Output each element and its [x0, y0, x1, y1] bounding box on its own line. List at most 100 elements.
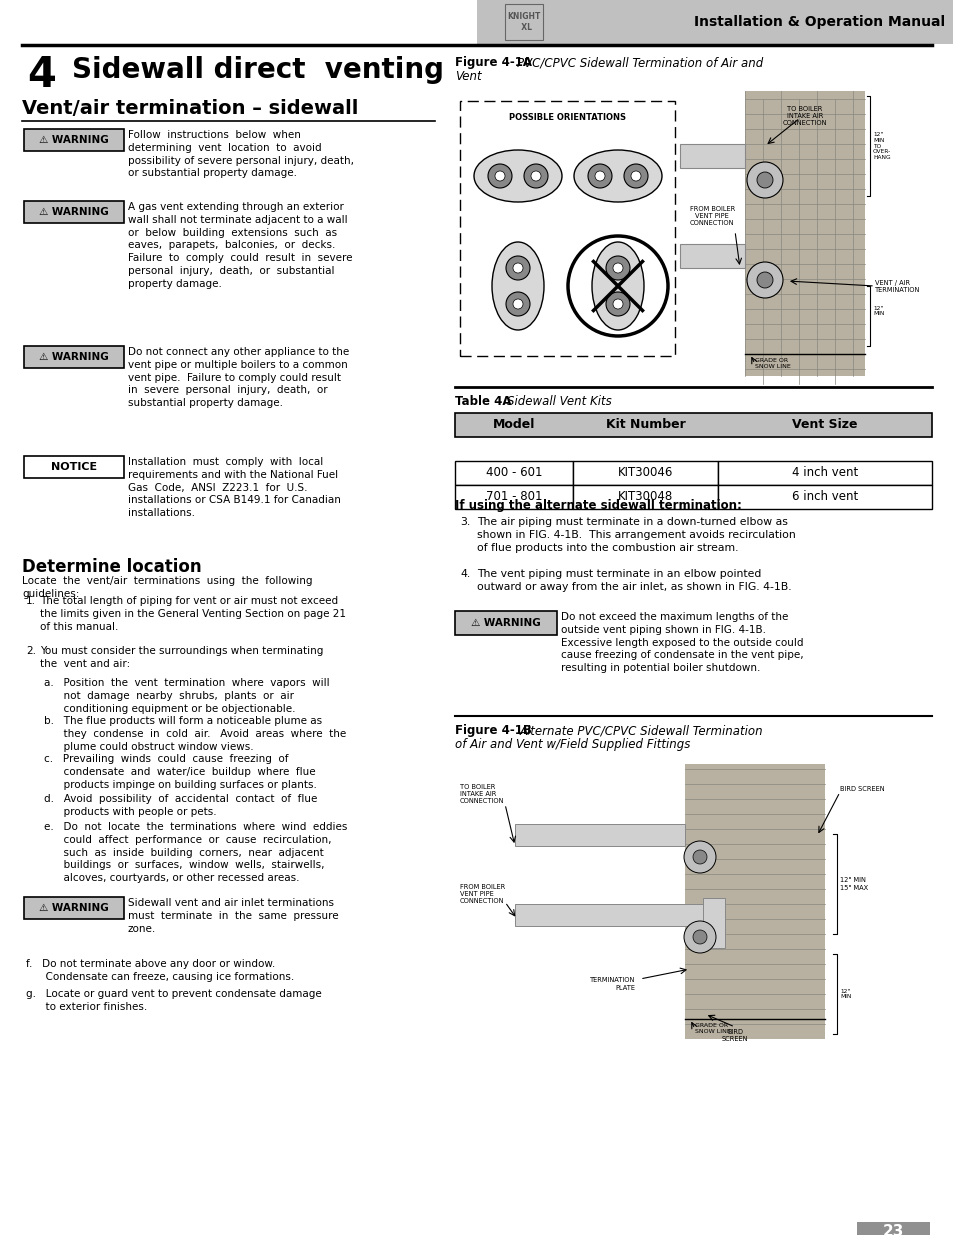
Bar — [744, 91, 864, 375]
Text: 2.: 2. — [26, 646, 36, 656]
Bar — [504, 4, 542, 40]
Bar — [718, 485, 931, 509]
Text: b.   The flue products will form a noticeable plume as
      they  condense  in : b. The flue products will form a noticea… — [44, 716, 346, 752]
Bar — [679, 245, 744, 268]
Bar — [455, 461, 573, 485]
Text: Figure 4-1A: Figure 4-1A — [455, 56, 536, 69]
Text: GRADE OR
SNOW LINE: GRADE OR SNOW LINE — [695, 1023, 730, 1034]
Text: Installation & Operation Manual: Installation & Operation Manual — [694, 15, 944, 28]
Bar — [515, 824, 684, 846]
Text: Alternate PVC/CPVC Sidewall Termination: Alternate PVC/CPVC Sidewall Termination — [519, 724, 762, 737]
Text: 12"
MIN: 12" MIN — [840, 988, 850, 999]
Circle shape — [495, 170, 504, 182]
Text: Vent Size: Vent Size — [791, 419, 857, 431]
Ellipse shape — [474, 149, 561, 203]
Ellipse shape — [592, 242, 643, 330]
Text: Figure 4-1B: Figure 4-1B — [455, 724, 536, 737]
Text: ⚠ WARNING: ⚠ WARNING — [39, 903, 109, 913]
Text: A gas vent extending through an exterior
wall shall not terminate adjacent to a : A gas vent extending through an exterior… — [128, 203, 352, 289]
Text: 23: 23 — [882, 1224, 903, 1235]
Bar — [455, 86, 931, 382]
Text: Vent/air termination – sidewall: Vent/air termination – sidewall — [22, 99, 358, 119]
Bar — [24, 128, 124, 151]
Circle shape — [605, 291, 629, 316]
Circle shape — [757, 272, 772, 288]
Text: 12"
MIN: 12" MIN — [872, 305, 883, 316]
Text: TERMINATION
PLATE: TERMINATION PLATE — [589, 977, 635, 990]
Bar — [24, 897, 124, 919]
Text: ⚠ WARNING: ⚠ WARNING — [39, 207, 109, 217]
Bar — [455, 611, 557, 635]
Text: ⚠ WARNING: ⚠ WARNING — [471, 618, 540, 629]
Bar — [455, 485, 573, 509]
Text: Model: Model — [493, 419, 535, 431]
Text: Follow  instructions  below  when
determining  vent  location  to  avoid
possibi: Follow instructions below when determini… — [128, 130, 354, 178]
Text: FROM BOILER
VENT PIPE
CONNECTION: FROM BOILER VENT PIPE CONNECTION — [459, 884, 505, 904]
Ellipse shape — [574, 149, 661, 203]
Text: Do not exceed the maximum lengths of the
outside vent piping shown in FIG. 4-1B.: Do not exceed the maximum lengths of the… — [560, 613, 802, 673]
Text: 12"
MIN
TO
OVER-
HANG: 12" MIN TO OVER- HANG — [872, 132, 890, 161]
Text: a.   Position  the  vent  termination  where  vapors  will
      not  damage  ne: a. Position the vent termination where v… — [44, 678, 330, 714]
Text: ⚠ WARNING: ⚠ WARNING — [39, 352, 109, 362]
Text: d.   Avoid  possibility  of  accidental  contact  of  flue
      products with p: d. Avoid possibility of accidental conta… — [44, 794, 317, 816]
Text: Kit Number: Kit Number — [605, 419, 684, 431]
Text: Do not connect any other appliance to the
vent pipe or multiple boilers to a com: Do not connect any other appliance to th… — [128, 347, 349, 409]
Circle shape — [505, 256, 530, 280]
Text: TO BOILER
INTAKE AIR
CONNECTION: TO BOILER INTAKE AIR CONNECTION — [781, 106, 826, 126]
Text: e.   Do  not  locate  the  terminations  where  wind  eddies
      could  affect: e. Do not locate the terminations where … — [44, 823, 347, 883]
Text: 3.: 3. — [459, 517, 470, 527]
Text: 400 - 601: 400 - 601 — [485, 467, 541, 479]
Bar — [718, 461, 931, 485]
Circle shape — [630, 170, 640, 182]
Text: The vent piping must terminate in an elbow pointed
outward or away from the air : The vent piping must terminate in an elb… — [476, 569, 791, 592]
Bar — [455, 755, 931, 1049]
Text: 4.: 4. — [459, 569, 470, 579]
Text: Locate  the  vent/air  terminations  using  the  following
guidelines:: Locate the vent/air terminations using t… — [22, 576, 313, 599]
Text: Table 4A: Table 4A — [455, 395, 511, 408]
Text: Installation  must  comply  with  local
requirements and with the National Fuel
: Installation must comply with local requ… — [128, 457, 340, 519]
Text: Sidewall direct  venting: Sidewall direct venting — [71, 56, 443, 84]
Text: POSSIBLE ORIENTATIONS: POSSIBLE ORIENTATIONS — [509, 112, 625, 122]
Text: g.   Locate or guard vent to prevent condensate damage
      to exterior finishe: g. Locate or guard vent to prevent conde… — [26, 989, 321, 1011]
Text: 12" MIN
15" MAX: 12" MIN 15" MAX — [840, 878, 867, 890]
Bar — [573, 461, 718, 485]
Text: GRADE OR
SNOW LINE: GRADE OR SNOW LINE — [754, 358, 790, 369]
Circle shape — [505, 291, 530, 316]
Text: The air piping must terminate in a down-turned elbow as
shown in FIG. 4-1B.  Thi: The air piping must terminate in a down-… — [476, 517, 795, 552]
Bar — [856, 1221, 929, 1235]
Text: KIT30046: KIT30046 — [618, 467, 673, 479]
Text: VENT / AIR
TERMINATION: VENT / AIR TERMINATION — [874, 279, 920, 293]
Circle shape — [613, 299, 622, 309]
Circle shape — [488, 164, 512, 188]
Bar — [455, 412, 931, 437]
Text: 1.: 1. — [26, 597, 36, 606]
Text: 6 inch vent: 6 inch vent — [791, 490, 858, 504]
Circle shape — [613, 263, 622, 273]
Bar — [702, 898, 724, 948]
Circle shape — [757, 172, 772, 188]
Text: The total length of piping for vent or air must not exceed
the limits given in t: The total length of piping for vent or a… — [40, 597, 346, 631]
Bar — [515, 904, 714, 926]
Text: of Air and Vent w/Field Supplied Fittings: of Air and Vent w/Field Supplied Fitting… — [455, 739, 690, 751]
Text: If using the alternate sidewall termination:: If using the alternate sidewall terminat… — [455, 499, 741, 513]
Text: TO BOILER
INTAKE AIR
CONNECTION: TO BOILER INTAKE AIR CONNECTION — [459, 784, 504, 804]
Text: 4: 4 — [27, 54, 56, 96]
Text: Vent: Vent — [455, 70, 481, 83]
Circle shape — [513, 299, 522, 309]
Circle shape — [746, 262, 782, 298]
Text: c.   Prevailing  winds  could  cause  freezing  of
      condensate  and  water/: c. Prevailing winds could cause freezing… — [44, 755, 316, 789]
Text: You must consider the surroundings when terminating
the  vent and air:: You must consider the surroundings when … — [40, 646, 323, 669]
Bar — [459, 101, 675, 356]
Circle shape — [692, 850, 706, 864]
Bar — [24, 201, 124, 224]
Text: BIRD SCREEN: BIRD SCREEN — [840, 785, 883, 792]
Text: 701 - 801: 701 - 801 — [485, 490, 541, 504]
Bar — [24, 346, 124, 368]
Circle shape — [605, 256, 629, 280]
Circle shape — [746, 162, 782, 198]
Circle shape — [683, 921, 716, 953]
Text: Sidewall vent and air inlet terminations
must  terminate  in  the  same  pressur: Sidewall vent and air inlet terminations… — [128, 898, 338, 934]
Text: FROM BOILER
VENT PIPE
CONNECTION: FROM BOILER VENT PIPE CONNECTION — [689, 206, 734, 226]
Text: f.   Do not terminate above any door or window.
      Condensate can freeze, cau: f. Do not terminate above any door or wi… — [26, 960, 294, 982]
Bar — [573, 485, 718, 509]
